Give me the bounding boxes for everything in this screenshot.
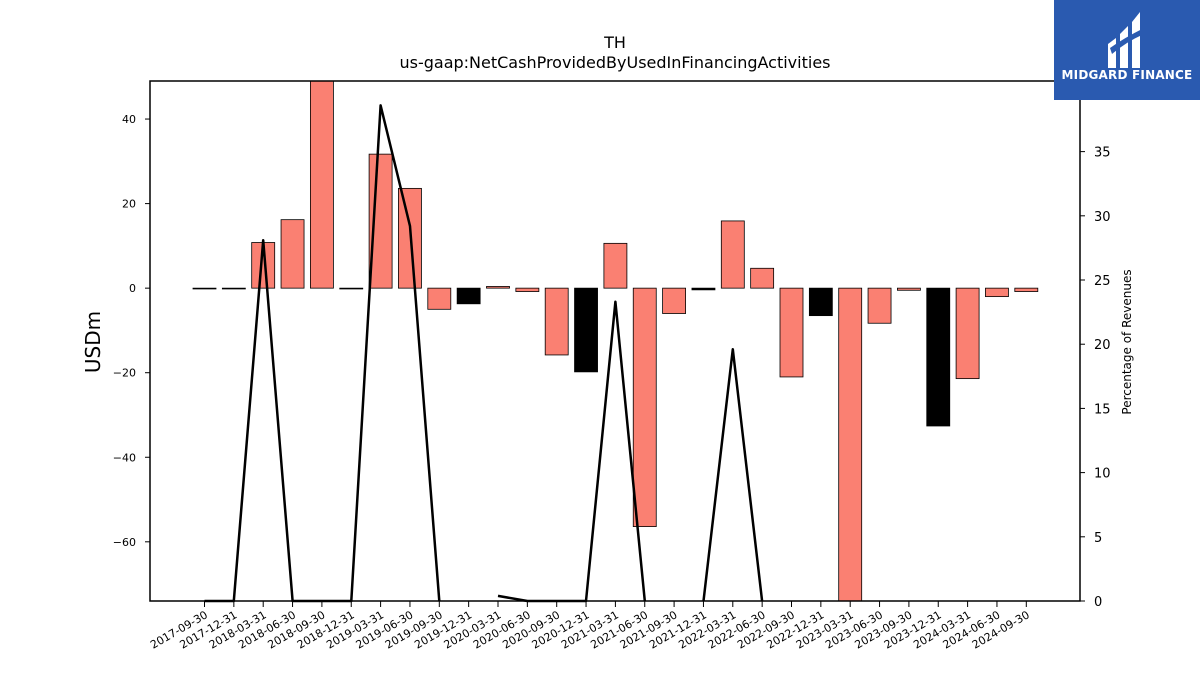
line-series xyxy=(702,348,764,602)
y-tick-label: −20 xyxy=(113,367,136,380)
brand-logo: MIDGARD FINANCE xyxy=(1054,0,1200,100)
bar xyxy=(515,287,540,292)
line-series xyxy=(497,300,647,603)
bar xyxy=(339,287,364,290)
bar xyxy=(603,242,628,289)
y-tick-label: 20 xyxy=(122,198,136,211)
bar xyxy=(897,287,921,291)
y2-tick-label: 10 xyxy=(1094,467,1111,482)
bar xyxy=(544,287,569,356)
bar xyxy=(309,80,334,289)
y2-tick-label: 15 xyxy=(1094,402,1111,417)
bar xyxy=(691,287,716,291)
bar xyxy=(662,287,686,314)
y2-axis-label: Percentage of Revenues xyxy=(1120,269,1134,414)
bar xyxy=(486,286,510,289)
brand-name: MIDGARD FINANCE xyxy=(1061,68,1193,82)
bar xyxy=(750,267,775,289)
y2-tick-label: 5 xyxy=(1094,531,1102,546)
bar xyxy=(427,287,452,310)
logo-mark-icon xyxy=(1108,12,1144,68)
bar xyxy=(192,287,217,290)
y2-tick-label: 30 xyxy=(1094,210,1111,225)
y2-tick-label: 0 xyxy=(1094,595,1102,610)
y2-tick-label: 35 xyxy=(1094,146,1111,161)
bar xyxy=(720,220,745,289)
bar xyxy=(985,287,1009,298)
bar xyxy=(779,287,804,378)
chart-title: TH xyxy=(603,33,626,52)
bar xyxy=(926,287,951,427)
bar xyxy=(867,287,892,324)
y-tick-label: 0 xyxy=(129,282,136,295)
y-tick-label: −40 xyxy=(113,451,136,464)
bar xyxy=(221,287,246,290)
bar xyxy=(632,287,657,527)
chart-subtitle: us-gaap:NetCashProvidedByUsedInFinancing… xyxy=(399,53,830,72)
bar xyxy=(955,287,980,380)
bar xyxy=(574,287,598,373)
bar xyxy=(838,287,863,602)
bar xyxy=(808,287,833,317)
bar xyxy=(1014,287,1039,292)
y2-tick-label: 20 xyxy=(1094,338,1111,353)
y-tick-label: 40 xyxy=(122,113,136,126)
bar xyxy=(456,287,481,305)
bar xyxy=(280,219,305,289)
y-axis-label: USDm xyxy=(81,311,105,373)
y-tick-label: −60 xyxy=(113,536,136,549)
y2-tick-label: 25 xyxy=(1094,274,1111,289)
